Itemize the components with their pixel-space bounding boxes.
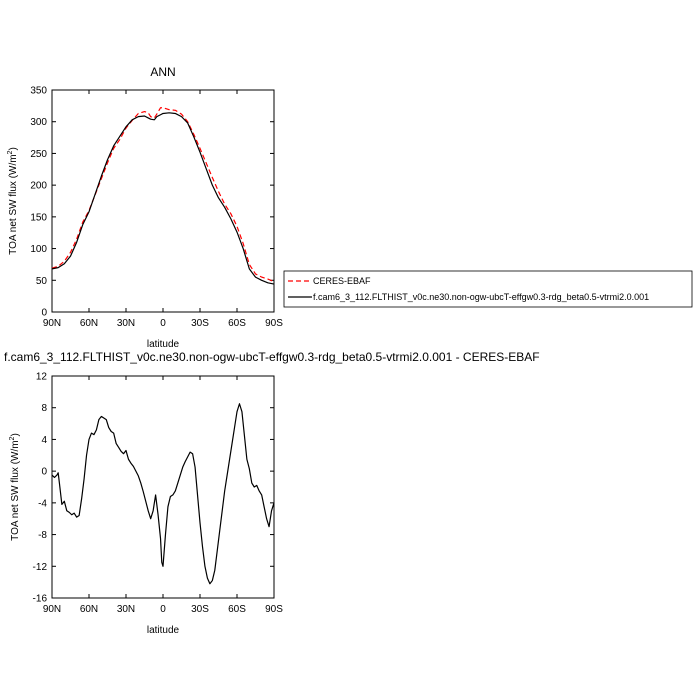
bottom-x-tick-label: 30N: [117, 604, 135, 615]
top-y-axis-label: TOA net SW flux (W/m2): [7, 147, 19, 255]
top-y-tick-label: 350: [30, 86, 47, 97]
top-x-tick-label: 30S: [191, 318, 209, 329]
bottom-x-tick-label: 0: [160, 604, 166, 615]
bottom-x-tick-label: 30S: [191, 604, 209, 615]
bottom-y-axis-label-superscript: 2: [9, 436, 16, 440]
bottom-y-tick-label: -8: [38, 530, 47, 541]
bottom-chart-title: f.cam6_3_112.FLTHIST_v0c.ne30.non-ogw-ub…: [4, 350, 540, 364]
top-x-tick-label: 60N: [80, 318, 98, 329]
legend-label-model: f.cam6_3_112.FLTHIST_v0c.ne30.non-ogw-ub…: [313, 292, 649, 302]
top-y-axis-label-close: ): [8, 147, 19, 150]
bottom-y-tick-label: -16: [33, 594, 48, 605]
bottom-y-axis-label-close: ): [10, 433, 21, 436]
top-series-line-1: [51, 112, 275, 285]
top-y-axis-label-text: TOA net SW flux (W/m: [8, 154, 19, 254]
top-y-tick-label: 300: [30, 117, 47, 128]
top-x-axis: 90N 60N 30N 0 30S 60S 90S: [43, 90, 283, 329]
top-y-axis-label-superscript: 2: [7, 150, 14, 154]
top-panel: ANN 0 50 100 150 200 250 300 350 90N 60N 30N 0 30S 6…: [7, 65, 283, 350]
top-y-tick-label: 50: [36, 276, 48, 287]
top-x-tick-label: 0: [160, 318, 166, 329]
bottom-y-tick-label: 0: [41, 467, 47, 478]
bottom-x-tick-label: 60N: [80, 604, 98, 615]
bottom-x-tick-label: 90S: [265, 604, 283, 615]
bottom-y-tick-label: -4: [38, 498, 47, 509]
legend: CERES-EBAF f.cam6_3_112.FLTHIST_v0c.ne30…: [283, 270, 693, 308]
top-plot-frame: [51, 89, 275, 313]
top-x-tick-label: 90S: [265, 318, 283, 329]
bottom-x-axis-label: latitude: [147, 625, 180, 636]
bottom-y-axis: -16 -12 -8 -4 0 4 8 12: [33, 372, 274, 605]
legend-box: [283, 270, 693, 308]
bottom-y-tick-label: 8: [41, 403, 47, 414]
bottom-y-tick-label: 12: [36, 372, 48, 383]
top-y-tick-label: 0: [41, 308, 47, 319]
bottom-x-axis: 90N 60N 30N 0 30S 60S 90S: [43, 376, 283, 615]
bottom-y-axis-label-text: TOA net SW flux (W/m: [10, 440, 21, 540]
bottom-x-tick-label: 90N: [43, 604, 61, 615]
bottom-x-tick-label: 60S: [228, 604, 246, 615]
top-x-tick-label: 30N: [117, 318, 135, 329]
top-x-tick-label: 60S: [228, 318, 246, 329]
top-chart-title: ANN: [150, 65, 175, 79]
top-y-tick-label: 100: [30, 244, 47, 255]
bottom-y-axis-label: TOA net SW flux (W/m2): [9, 433, 21, 541]
bottom-y-tick-label: 4: [41, 435, 47, 446]
top-y-tick-label: 200: [30, 181, 47, 192]
bottom-series-lines: [51, 403, 275, 585]
top-series-line-0: [51, 107, 275, 283]
top-y-tick-label: 250: [30, 149, 47, 160]
top-series-lines: [51, 107, 275, 285]
top-x-tick-label: 90N: [43, 318, 61, 329]
top-y-axis: 0 50 100 150 200 250 300 350: [30, 86, 274, 319]
top-y-tick-label: 150: [30, 212, 47, 223]
top-x-axis-label: latitude: [147, 339, 180, 350]
legend-label-ceres: CERES-EBAF: [313, 276, 371, 286]
bottom-series-line-0: [51, 403, 275, 585]
bottom-panel: f.cam6_3_112.FLTHIST_v0c.ne30.non-ogw-ub…: [4, 350, 540, 636]
bottom-y-tick-label: -12: [33, 562, 48, 573]
